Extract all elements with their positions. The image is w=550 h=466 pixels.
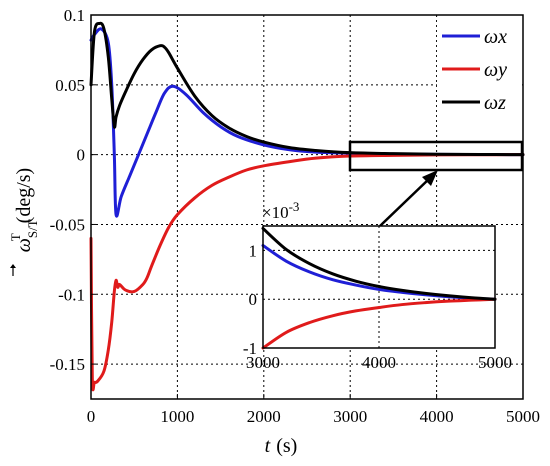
legend-label-y: ωy — [484, 59, 507, 81]
inset-y-tick-label: 1 — [249, 241, 258, 260]
plot-frame — [90, 14, 524, 400]
x-tick-label: 1000 — [160, 407, 194, 426]
zoom-box — [348, 140, 524, 172]
inset-x-tick-label: 5000 — [478, 353, 512, 372]
x-tick-label: 4000 — [420, 407, 454, 426]
x-tick-label: 0 — [87, 407, 96, 426]
legend-label-z: ωz — [484, 92, 506, 114]
inset-x-tick-label: 3000 — [246, 353, 280, 372]
y-tick-label: 0.05 — [55, 76, 85, 95]
inset-series-line-y — [261, 297, 497, 350]
inset-series-line-z — [261, 226, 497, 301]
inset-series — [261, 226, 497, 350]
x-axis-title: t (s) — [265, 435, 298, 457]
svg-text:ωS/TT(deg/s): ωS/TT(deg/s) — [8, 168, 40, 252]
legend: ωx ωy ωz — [437, 17, 522, 127]
y-axis-title: ωS/TT(deg/s) — [8, 168, 40, 276]
x-tick-label: 5000 — [506, 407, 540, 426]
y-tick-label: 0.1 — [64, 6, 85, 25]
main-ticks: 0 1000 2000 3000 4000 5000 0.1 0.05 0 -0.05 -0.1 -0… — [50, 6, 540, 426]
y-tick-label: -0.15 — [50, 355, 85, 374]
legend-label-x: ωx — [484, 26, 507, 48]
inset-x-tick-label: 4000 — [362, 353, 396, 372]
y-tick-label: -0.1 — [58, 285, 85, 304]
inset-frame — [262, 225, 496, 349]
legend-background — [437, 17, 522, 127]
inset-ticks: 3000 4000 5000 1 0 -1 — [243, 241, 512, 372]
inset-y-tick-label: 0 — [249, 290, 258, 309]
main-series — [89, 21, 525, 392]
inset-y-tick-label: -1 — [243, 339, 257, 358]
inset-scale-label: ×10-3 — [262, 199, 299, 222]
y-tick-label: -0.05 — [50, 215, 85, 234]
x-tick-label: 2000 — [247, 407, 281, 426]
zoom-arrow — [379, 170, 438, 227]
series-line-z — [89, 21, 525, 157]
x-tick-label: 3000 — [333, 407, 367, 426]
series-line-y — [89, 153, 525, 392]
y-tick-label: 0 — [77, 146, 86, 165]
